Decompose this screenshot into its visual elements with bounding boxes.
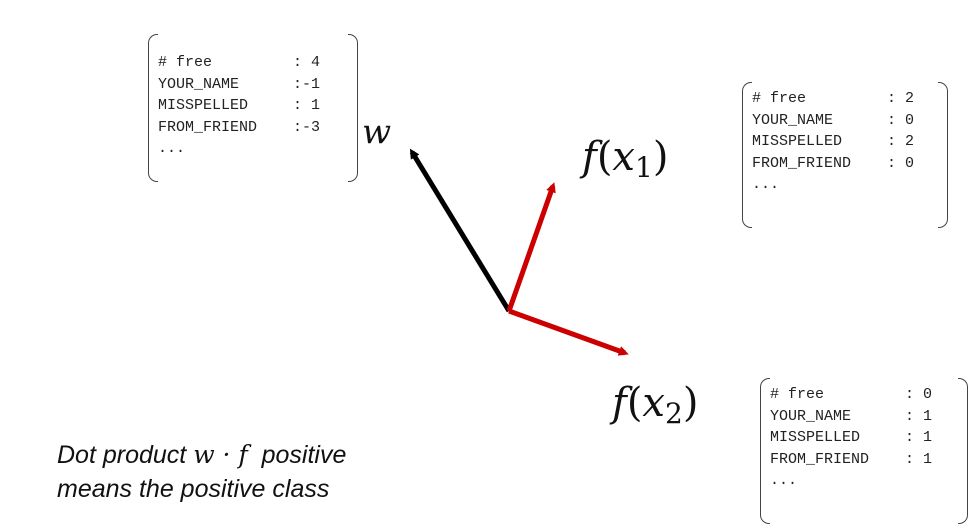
f-x1-row: MISSPELLED: 2 <box>752 133 915 150</box>
f-x2-row: ... <box>770 472 798 489</box>
w-row: ... <box>158 140 186 157</box>
w-vector-box: # free: 4 YOUR_NAME:-1 MISSPELLED: 1 FRO… <box>148 34 358 182</box>
f-x2-label: f(x2) <box>612 380 699 430</box>
f-x2-arrow <box>508 308 629 356</box>
w-label: w <box>362 112 392 152</box>
f-x2-row: MISSPELLED: 1 <box>770 429 933 446</box>
f-x1-row: # free: 2 <box>752 90 915 107</box>
f-x1-row: FROM_FRIEND: 0 <box>752 154 915 172</box>
caption-line-2: means the positive class <box>57 475 330 503</box>
w-row: YOUR_NAME:-1 <box>158 75 321 93</box>
f-x1-arrow <box>506 182 556 312</box>
f-x2-row: YOUR_NAME: 1 <box>770 407 933 425</box>
f-x2-vector-box: # free: 0 YOUR_NAME: 1 MISSPELLED: 1 FRO… <box>760 378 968 524</box>
f-x1-vector-box: # free: 2 YOUR_NAME: 0 MISSPELLED: 2 FRO… <box>742 82 948 228</box>
w-arrow <box>409 148 512 313</box>
caption: Dot product w · f positive means the pos… <box>57 438 346 506</box>
f-x2-row: FROM_FRIEND: 1 <box>770 450 933 468</box>
caption-line-1: Dot product w · f positive <box>57 440 347 469</box>
w-row: MISSPELLED: 1 <box>158 97 321 114</box>
f-x1-row: YOUR_NAME: 0 <box>752 111 915 129</box>
w-row: # free: 4 <box>158 54 321 71</box>
f-x1-row: ... <box>752 176 780 193</box>
f-x1-label: f(x1) <box>582 134 669 184</box>
f-x2-row: # free: 0 <box>770 386 933 403</box>
w-row: FROM_FRIEND:-3 <box>158 118 321 136</box>
